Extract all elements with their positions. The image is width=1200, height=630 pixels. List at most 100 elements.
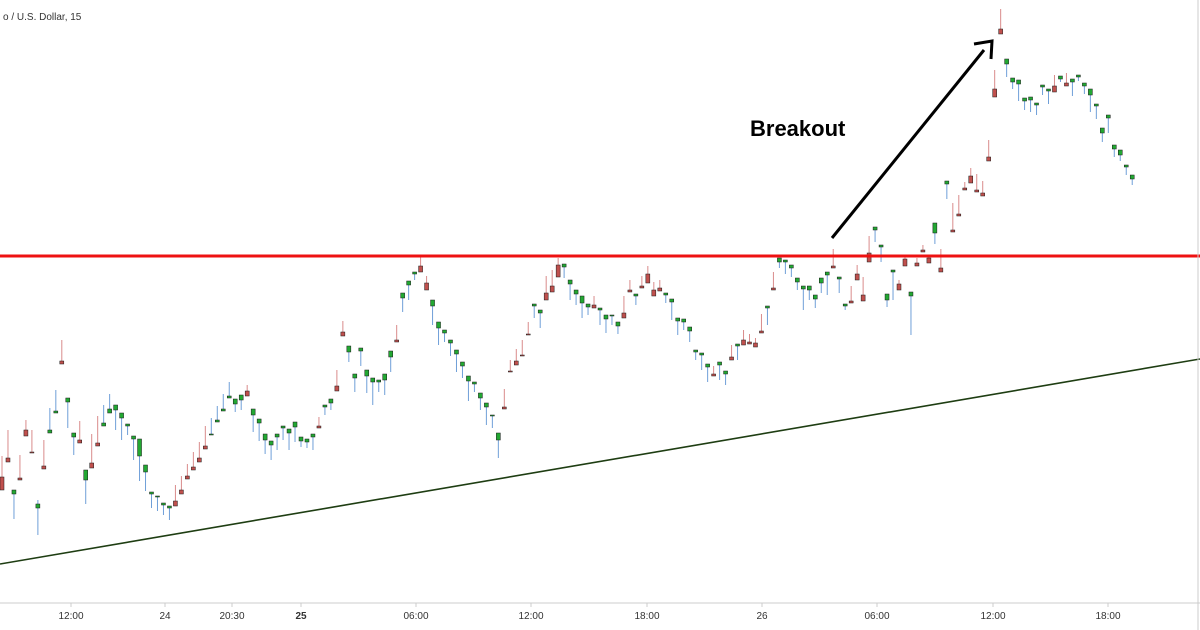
candle-body [980,192,985,197]
candle-body [795,277,800,283]
candle-body [890,269,896,273]
candle-body [53,410,59,414]
candle [244,385,250,397]
candle-body [454,349,459,355]
candle-body [304,438,310,443]
candle [591,296,597,309]
candle-body [848,300,854,304]
candle-body [603,314,609,320]
candle-body [448,339,453,344]
candle [364,369,370,393]
candle [424,276,429,291]
candle-body [364,369,370,377]
candle [585,303,591,315]
candle [651,282,657,297]
candle-body [101,422,106,427]
candle [854,265,860,281]
candle [795,277,800,290]
candle-body [131,435,136,440]
candle [741,330,746,346]
candle [514,349,519,366]
candle-body [651,289,657,297]
candle-body [322,404,328,408]
candle [537,309,543,328]
candle-body [675,317,680,322]
candle [920,245,926,253]
candle [693,349,698,360]
candle [615,321,621,334]
candle-body [735,343,740,347]
candle [400,292,405,312]
candle [47,408,53,434]
candle [663,292,669,303]
candle-body [860,294,866,302]
candle [938,249,944,273]
candle [860,277,866,302]
candle-body [765,305,770,309]
candle-body [1064,82,1069,87]
candle [179,476,184,495]
candle [119,412,124,440]
candle [316,417,322,429]
candle-body [878,244,884,248]
candle [520,340,525,357]
candle [382,373,387,395]
candle-body [460,361,465,367]
candle [197,442,202,463]
candle-body [400,292,405,299]
candle-body [442,329,447,334]
candle-body [537,309,543,314]
candle-body [807,285,812,291]
candle-body [561,263,567,268]
candle-body [23,429,29,437]
candle [687,326,692,342]
candle-body [346,345,352,353]
candle [328,398,334,410]
candle-body [609,314,615,317]
candle [113,404,118,430]
candle [155,495,160,511]
candle [454,349,459,372]
candle [639,276,645,289]
candle-body [1004,58,1009,65]
x-tick-label: 18:00 [1095,611,1120,622]
candle-body [657,287,663,292]
chart-symbol-title: o / U.S. Dollar, 15 [3,12,82,23]
candle [59,340,65,365]
candle-body [699,352,704,356]
candle [502,389,507,410]
candle [1112,144,1117,157]
candle [484,402,489,425]
candle-body [1082,82,1087,87]
candle-body [358,347,364,352]
x-tick-label: 20:30 [219,611,244,622]
x-tick-label: 06:00 [864,611,889,622]
x-tick-label: 26 [756,611,768,622]
candle-body [65,397,71,403]
candle-body [484,402,489,408]
candle-body [711,373,716,377]
candle-body [1088,88,1093,96]
candle-body [932,222,938,234]
candle-body [274,433,280,438]
candle [573,289,579,305]
candle-body [1100,127,1105,134]
candle-body [549,285,555,293]
candle-body [950,229,956,233]
candle-body [633,293,639,297]
candle [298,436,304,447]
candle [412,271,417,280]
candle [980,181,985,197]
candle [717,361,722,380]
candle [1123,164,1129,175]
candle [53,390,59,414]
candle-body [71,432,77,438]
candle [824,271,830,295]
candle-body [262,433,268,441]
candle [209,418,214,436]
candle-body [334,385,340,392]
candle [944,180,950,199]
candle-body [753,342,758,348]
candle-body [962,187,968,191]
candle [771,272,776,291]
